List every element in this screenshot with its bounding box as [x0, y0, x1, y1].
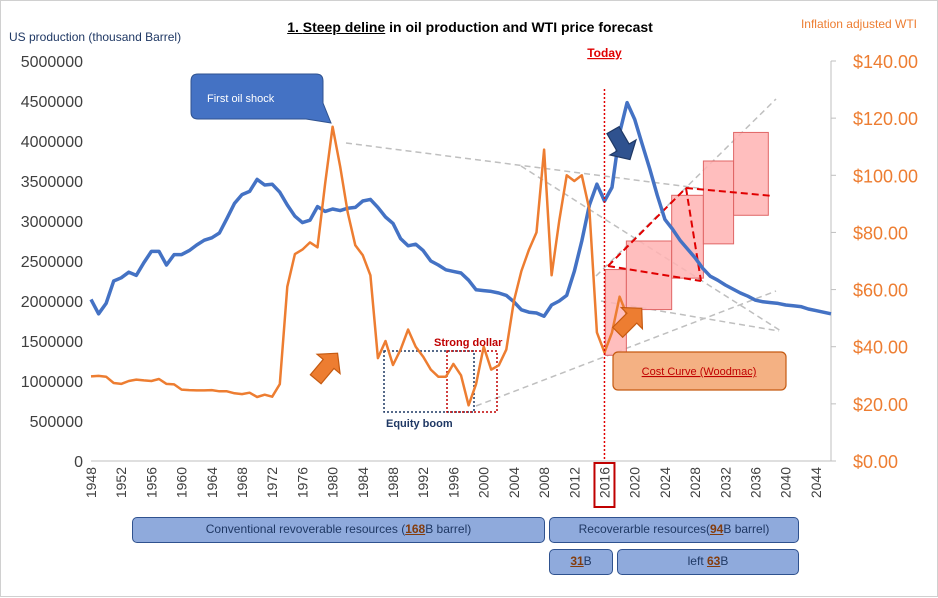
x-tick-label: 2032	[717, 467, 733, 498]
y-right-tick-label: $140.00	[853, 52, 918, 72]
x-tick-label: 2012	[566, 467, 582, 498]
y-left-tick-label: 4000000	[21, 134, 83, 151]
trend-line	[345, 142, 722, 192]
x-tick-label: 1972	[264, 467, 280, 498]
conventional-value: 168	[405, 522, 426, 536]
title-part-3: in oil production and WTI price forecast	[385, 19, 653, 35]
x-tick-label: 2016	[596, 467, 612, 498]
y-right-tick-label: $0.00	[853, 452, 898, 472]
x-tick-label: 2044	[808, 467, 824, 498]
first-oil-shock-label: First oil shock	[207, 93, 275, 105]
y-left-tick-label: 1000000	[21, 374, 83, 391]
recoverable-resources-box: Recoverarble resources(94B barrel)	[549, 517, 799, 543]
conventional-resources-box: Conventional revoverable resources (168B…	[132, 517, 545, 543]
title-part-2: Steep deline	[302, 19, 386, 35]
series-line-wti	[90, 125, 629, 407]
recoverable-text-post: B barrel)	[723, 522, 770, 536]
x-tick-label: 1996	[445, 467, 461, 498]
y-right-tick-label: $60.00	[853, 281, 908, 301]
chart-title: 1. Steep deline in oil production and WT…	[1, 19, 938, 35]
y-left-tick-label: 2500000	[21, 254, 83, 271]
cost-curve-label: Cost Curve (Woodmac)	[642, 366, 757, 378]
x-tick-label: 1956	[143, 467, 159, 498]
x-tick-label: 1968	[234, 467, 250, 498]
today-label: Today	[587, 46, 622, 60]
x-tick-label: 2004	[506, 467, 522, 498]
x-tick-label: 2036	[747, 467, 763, 498]
forecast-line-low	[607, 265, 702, 282]
left-text-post: B	[720, 554, 729, 568]
y-left-tick-label: 3000000	[21, 214, 83, 231]
x-tick-label: 2028	[687, 467, 703, 498]
x-tick-label: 1948	[83, 467, 99, 498]
left-resources-box: left 63B	[617, 549, 799, 575]
recoverable-value: 94	[710, 522, 724, 536]
x-tick-label: 2020	[627, 467, 643, 498]
y-right-tick-label: $100.00	[853, 166, 918, 186]
y-right-tick-label: $40.00	[853, 338, 908, 358]
conventional-text-post: B barrel)	[425, 522, 472, 536]
x-tick-label: 2024	[657, 467, 673, 498]
down-arrow	[606, 125, 638, 161]
up-arrow-right	[611, 306, 644, 339]
x-tick-label: 1952	[113, 467, 129, 498]
y-left-tick-label: 5000000	[21, 54, 83, 71]
y-left-tick-label: 0	[74, 454, 83, 471]
x-tick-label: 1980	[325, 467, 341, 498]
x-tick-label: 1992	[415, 467, 431, 498]
left-text-pre: left	[687, 554, 707, 568]
cost-curve-label-box	[612, 351, 787, 391]
conventional-text-pre: Conventional revoverable resources (	[205, 522, 406, 536]
x-tick-label: 1964	[204, 467, 220, 498]
x-tick-label: 2008	[536, 467, 552, 498]
y-left-tick-label: 1500000	[21, 334, 83, 351]
y-right-tick-label: $80.00	[853, 223, 908, 243]
series-line-us-production	[89, 100, 832, 318]
y-left-tick-label: 3500000	[21, 174, 83, 191]
cost-curve-bar	[733, 131, 769, 216]
y-axis-left-label: US production (thousand Barrel)	[9, 30, 182, 44]
y-left-tick-label: 4500000	[21, 94, 83, 111]
x-tick-label: 2000	[476, 467, 492, 498]
recoverable-text-pre: Recoverarble resources(	[578, 522, 710, 536]
up-arrow-left	[309, 352, 341, 385]
forecast-line-up	[607, 187, 687, 267]
today-tick-highlight	[593, 462, 616, 508]
x-tick-label: 2040	[778, 467, 794, 498]
forecast-line-flat	[685, 187, 774, 197]
x-tick-label: 1960	[174, 467, 190, 498]
strong-dollar-box	[446, 350, 498, 413]
used-text-post: B	[583, 554, 592, 568]
strong-dollar-label: Strong dollar	[434, 337, 503, 349]
y-axis-right-label: Inflation adjusted WTI	[800, 17, 917, 31]
cost-curve-bar	[702, 160, 735, 245]
x-tick-label: 1976	[294, 467, 310, 498]
y-right-tick-label: $120.00	[853, 109, 918, 129]
x-tick-label: 1984	[355, 467, 371, 498]
equity-boom-box	[383, 350, 475, 413]
y-left-tick-label: 500000	[30, 414, 83, 431]
x-tick-label: 1988	[385, 467, 401, 498]
y-left-tick-label: 2000000	[21, 294, 83, 311]
first-oil-shock-callout	[190, 73, 332, 124]
used-value: 31	[570, 554, 584, 568]
left-value: 63	[706, 554, 721, 568]
title-part-1: 1.	[287, 19, 303, 35]
y-right-tick-label: $20.00	[853, 395, 908, 415]
equity-boom-label: Equity boom	[386, 418, 453, 430]
used-resources-box: 31B	[549, 549, 613, 575]
